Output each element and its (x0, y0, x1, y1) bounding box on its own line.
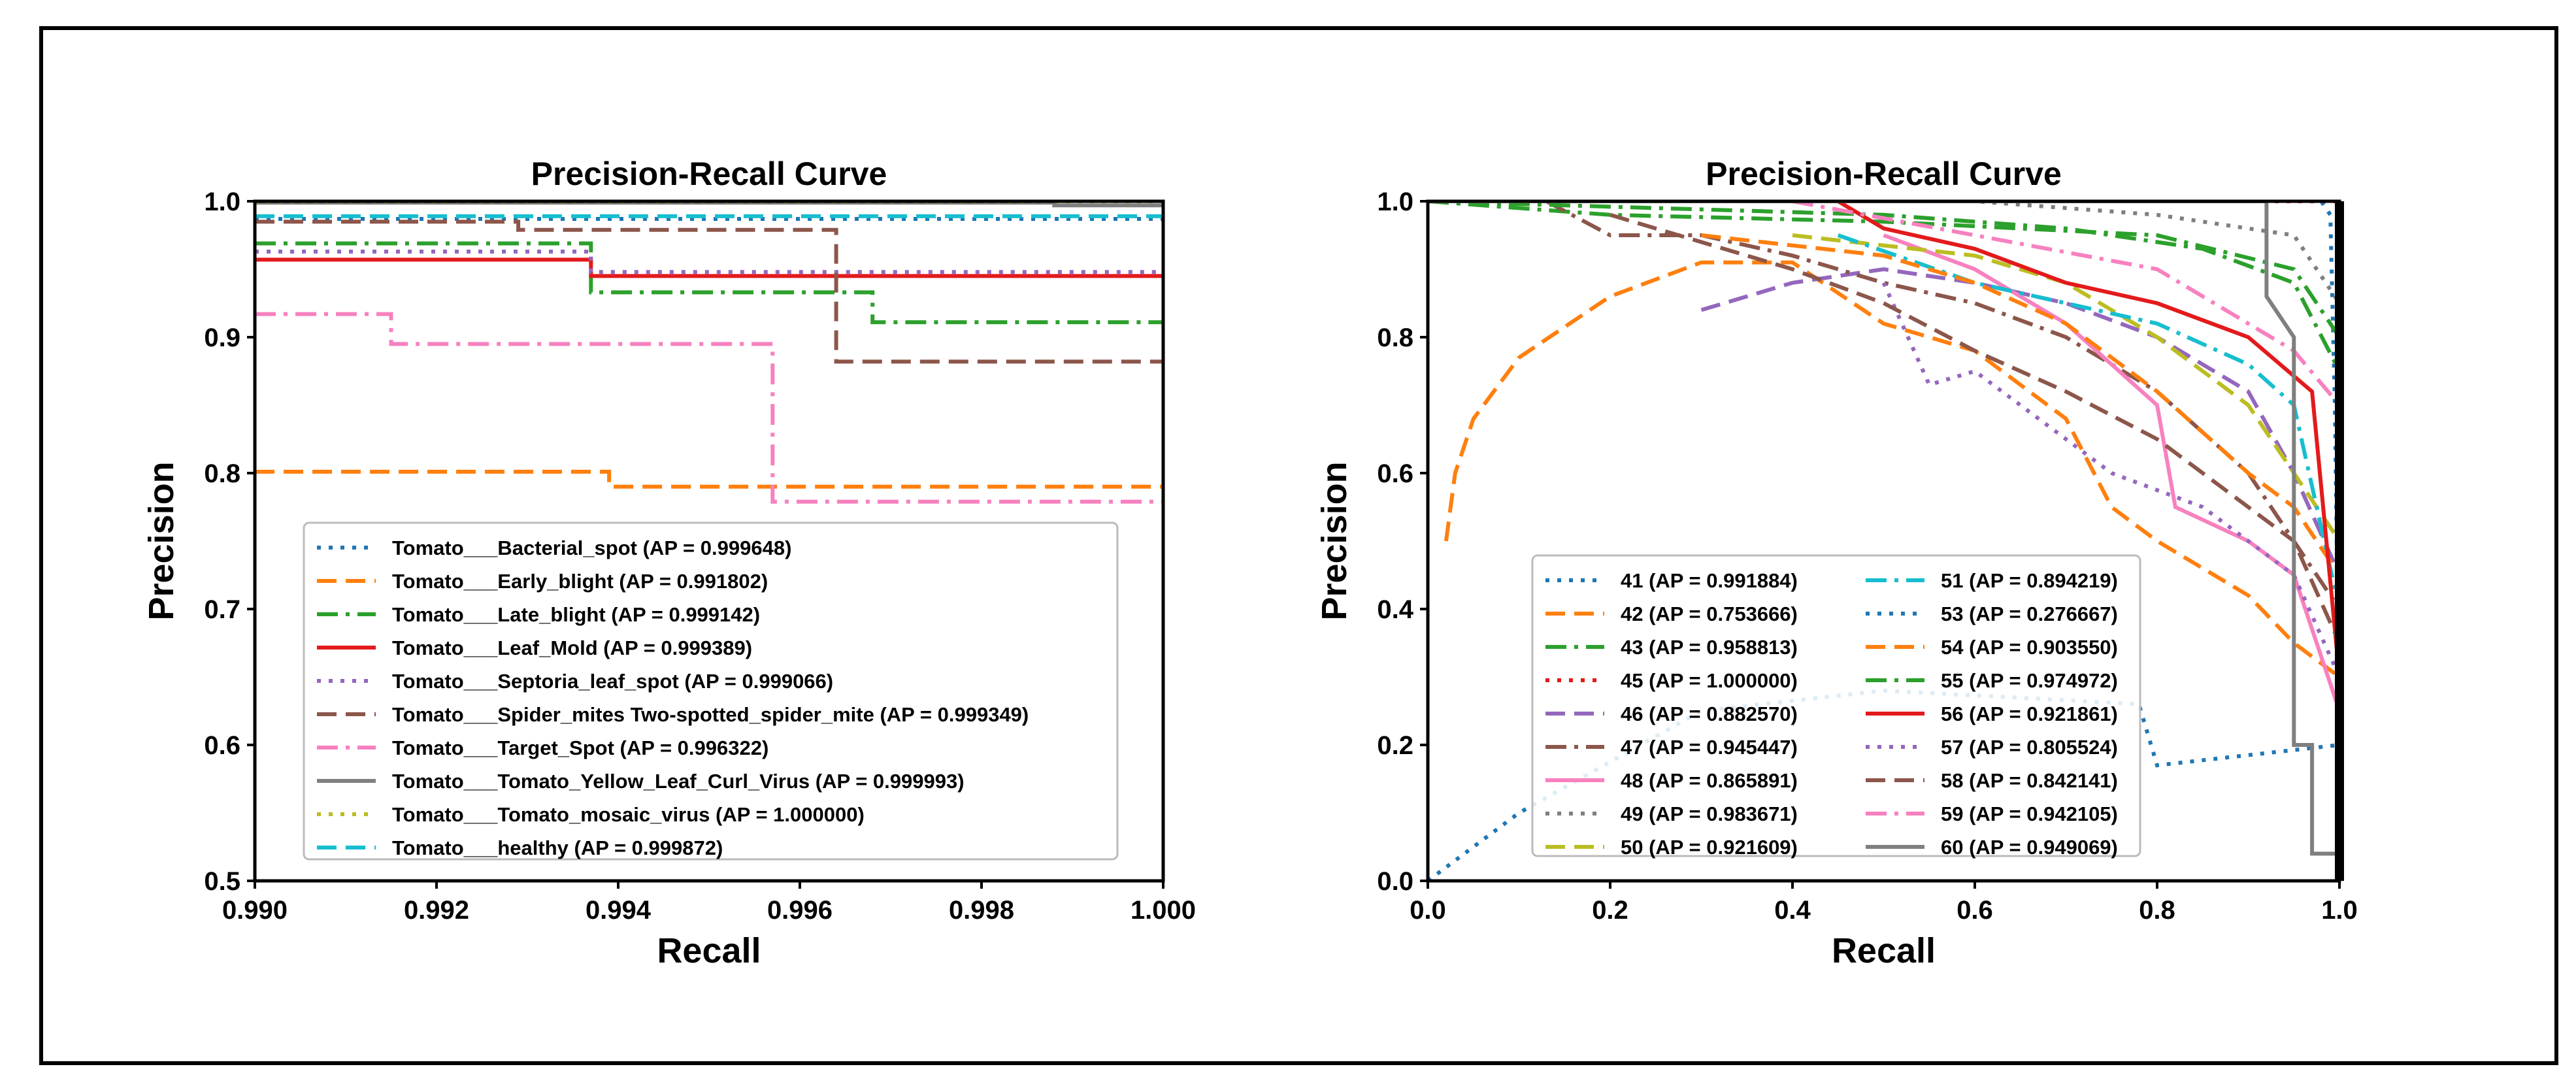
series-line-12 (1701, 233, 2339, 576)
series-line-13 (1428, 201, 2339, 372)
series-line-6 (1545, 201, 2339, 610)
x-tick-label: 0.8 (2139, 896, 2175, 925)
legend-label: Tomato___Leaf_Mold (AP = 0.999389) (392, 636, 752, 659)
y-axis-label: Precision (1315, 461, 1354, 620)
chart-1: 0.990 0.992 0.994 0.996 0.998 1.000 0.5 0.6 0.7 0… (142, 156, 1196, 970)
legend-label: 53 (AP = 0.276667) (1941, 602, 2118, 625)
legend-label: Tomato___Spider_mites Two-spotted_spider… (392, 703, 1029, 726)
y-tick-label: 1.0 (1377, 188, 1413, 216)
chart-2: 0.0 0.2 0.4 0.6 0.8 1.0 0.0 0.2 0.4 0.6 0.8 1.0 Prec… (1315, 156, 2358, 970)
legend-label: 55 (AP = 0.974972) (1941, 669, 2118, 692)
series-line-8 (1428, 201, 2339, 305)
x-axis-label: Recall (1832, 931, 1936, 970)
series-line-2 (255, 469, 1163, 489)
series-line-16 (1610, 212, 2339, 644)
y-tick-label: 0.8 (204, 459, 240, 488)
x-tick-label: 0.990 (222, 896, 288, 925)
y-tick-label: 0.4 (1377, 595, 1413, 624)
series-line-5 (255, 250, 1163, 274)
legend-label: 58 (AP = 0.842141) (1941, 769, 2118, 792)
x-tick-label: 1.000 (1131, 896, 1196, 925)
y-tick-label: 1.0 (204, 188, 240, 216)
x-tick-label: 0.998 (949, 896, 1014, 925)
x-tick-label: 0.2 (1592, 896, 1628, 925)
legend-label: 51 (AP = 0.894219) (1941, 569, 2118, 592)
legend: Tomato___Bacterial_spot (AP = 0.999648) T… (303, 521, 1119, 861)
y-tick-label: 0.7 (204, 595, 240, 624)
series-group (255, 201, 1163, 504)
legend-label: 43 (AP = 0.958813) (1621, 636, 1798, 659)
legend-label: 56 (AP = 0.921861) (1941, 702, 2118, 725)
chart-title: Precision-Recall Curve (531, 156, 887, 192)
x-tick-label: 1.0 (2321, 896, 2358, 925)
series-group (1428, 201, 2339, 881)
legend-label: Tomato___Early_blight (AP = 0.991802) (392, 570, 768, 593)
series-line-4 (255, 257, 1163, 278)
series-line-17 (1792, 201, 2339, 406)
chart-title: Precision-Recall Curve (1706, 156, 2062, 192)
legend-label: 60 (AP = 0.949069) (1941, 836, 2118, 859)
plot-area-border (253, 199, 1165, 883)
y-tick-label: 0.5 (204, 867, 240, 896)
x-tick-label: 0.996 (767, 896, 833, 925)
series-line-18 (1428, 201, 2339, 856)
series-line-2 (1444, 260, 2339, 679)
legend-label: Tomato___healthy (AP = 0.999872) (392, 836, 723, 859)
figure-frame (39, 26, 2558, 1065)
legend-label: 48 (AP = 0.865891) (1621, 769, 1798, 792)
series-line-3 (255, 241, 1163, 325)
legend-label: Tomato___Bacterial_spot (AP = 0.999648) (392, 536, 791, 559)
y-tick-label: 0.6 (1377, 459, 1413, 488)
legend-label: 42 (AP = 0.753666) (1621, 602, 1798, 625)
y-tick-label: 0.9 (204, 323, 240, 352)
legend-label: Tomato___Septoria_leaf_spot (AP = 0.9990… (392, 670, 833, 693)
series-line-6 (255, 220, 1163, 364)
legend-label: 49 (AP = 0.983671) (1621, 802, 1798, 825)
legend-label: 54 (AP = 0.903550) (1941, 636, 2118, 659)
legend-label: Tomato___Tomato_mosaic_virus (AP = 1.000… (392, 803, 865, 826)
series-line-8 (255, 201, 1163, 208)
legend-label: 59 (AP = 0.942105) (1941, 802, 2118, 825)
legend-label: 50 (AP = 0.921609) (1621, 836, 1798, 859)
legend-box (303, 521, 1119, 861)
series-line-7 (255, 312, 1163, 504)
series-line-15 (1881, 282, 2339, 678)
legend-label: 47 (AP = 0.945447) (1621, 736, 1798, 759)
legend-label: Tomato___Tomato_Yellow_Leaf_Curl_Virus (… (392, 770, 965, 793)
legend-label: Tomato___Late_blight (AP = 0.999142) (392, 603, 760, 626)
legend-label: 57 (AP = 0.805524) (1941, 736, 2118, 759)
series-line-3 (1428, 201, 2339, 338)
y-tick-label: 0.0 (1377, 867, 1413, 896)
x-tick-label: 0.6 (1957, 896, 1993, 925)
series-line-5 (1700, 267, 2339, 576)
legend-label: 41 (AP = 0.991884) (1621, 569, 1798, 592)
y-tick-label: 0.8 (1377, 323, 1413, 352)
legend-label: 46 (AP = 0.882570) (1621, 702, 1798, 725)
x-axis-label: Recall (657, 931, 761, 970)
legend-label: 45 (AP = 1.000000) (1621, 669, 1798, 692)
y-tick-label: 0.6 (204, 731, 240, 760)
legend: 41 (AP = 0.991884) 42 (AP = 0.753666) 43 (… (1531, 554, 2141, 859)
x-tick-label: 0.994 (586, 896, 652, 925)
series-line-14 (1837, 201, 2339, 678)
y-axis-label: Precision (142, 461, 181, 620)
x-tick-label: 0.992 (404, 896, 469, 925)
legend-box (1531, 554, 2141, 857)
legend-label: Tomato___Target_Spot (AP = 0.996322) (392, 736, 768, 759)
x-tick-label: 0.0 (1410, 896, 1446, 925)
x-tick-label: 0.4 (1774, 896, 1811, 925)
y-tick-label: 0.2 (1377, 731, 1413, 760)
